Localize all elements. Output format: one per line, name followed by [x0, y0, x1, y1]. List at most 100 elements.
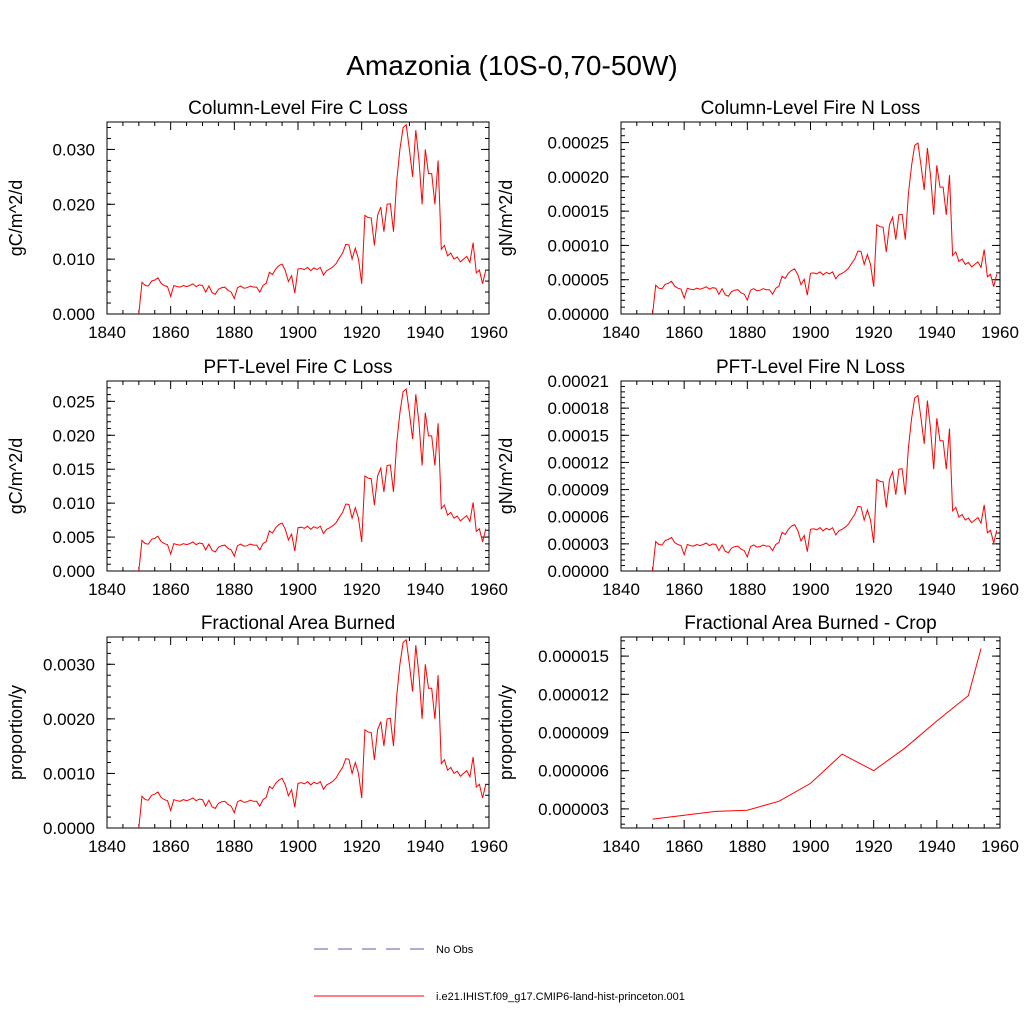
- x-tick-label: 1940: [406, 837, 444, 856]
- x-tick-label: 1900: [792, 837, 830, 856]
- x-tick-label: 1900: [792, 580, 830, 599]
- x-tick-label: 1900: [279, 323, 317, 342]
- y-tick-label: 0.00000: [548, 305, 609, 324]
- y-tick-label: 0.00020: [548, 168, 609, 187]
- x-tick-label: 1920: [343, 580, 381, 599]
- x-tick-label: 1880: [215, 580, 253, 599]
- x-tick-label: 1920: [855, 323, 893, 342]
- x-tick-label: 1960: [470, 837, 508, 856]
- chart-panel-4: PFT-Level Fire N Loss 1840 1860 1880 1900 192…: [496, 357, 1019, 599]
- x-tick-label: 1840: [602, 580, 640, 599]
- x-tick-label: 1860: [665, 323, 703, 342]
- x-tick-label: 1860: [152, 580, 190, 599]
- plot-frame: [106, 380, 490, 572]
- series-line: [652, 394, 998, 572]
- x-tick-label: 1960: [981, 837, 1019, 856]
- y-tick-label: 0.000015: [538, 647, 609, 666]
- y-axis-label: gN/m^2/d: [496, 180, 516, 256]
- y-tick-label: 0.00006: [548, 508, 609, 527]
- y-tick-label: 0.000012: [538, 685, 609, 704]
- x-tick-label: 1880: [728, 837, 766, 856]
- series-line: [138, 123, 487, 315]
- y-axis-label: gC/m^2/d: [6, 180, 26, 256]
- panel-title: PFT-Level Fire C Loss: [204, 357, 393, 378]
- y-tick-label: 0.0000: [43, 819, 95, 838]
- chart-panel-1: Column-Level Fire C Loss 1840 1860 1880 1900…: [6, 98, 508, 342]
- y-tick-label: 0.00010: [548, 236, 609, 255]
- y-tick-label: 0.00009: [548, 481, 609, 500]
- series-line: [138, 638, 487, 829]
- y-tick-label: 0.010: [52, 250, 95, 269]
- y-tick-label: 0.000: [52, 562, 95, 581]
- panel-title: Fractional Area Burned: [201, 613, 395, 634]
- y-tick-label: 0.0030: [43, 655, 95, 674]
- plot-frame: [620, 380, 1001, 572]
- y-tick-label: 0.025: [52, 392, 95, 411]
- x-tick-label: 1940: [918, 837, 956, 856]
- plot-frame: [620, 636, 1001, 829]
- y-tick-label: 0.00025: [548, 134, 609, 153]
- x-tick-label: 1880: [215, 323, 253, 342]
- x-tick-label: 1860: [152, 323, 190, 342]
- legend-label-no-obs: No Obs: [436, 944, 474, 956]
- y-tick-label: 0.030: [52, 140, 95, 159]
- x-tick-label: 1880: [728, 580, 766, 599]
- x-tick-label: 1860: [665, 837, 703, 856]
- y-tick-label: 0.000006: [538, 762, 609, 781]
- x-tick-label: 1880: [728, 323, 766, 342]
- y-tick-label: 0.000: [52, 305, 95, 324]
- panel-title: Fractional Area Burned - Crop: [684, 613, 936, 634]
- y-tick-label: 0.000003: [538, 800, 609, 819]
- y-tick-label: 0.00015: [548, 202, 609, 221]
- y-tick-label: 0.00015: [548, 426, 609, 445]
- y-axis-label: gN/m^2/d: [496, 438, 516, 514]
- x-tick-label: 1880: [215, 837, 253, 856]
- x-tick-label: 1900: [279, 580, 317, 599]
- x-tick-label: 1960: [470, 580, 508, 599]
- plot-frame: [620, 121, 1001, 315]
- x-tick-label: 1840: [88, 837, 126, 856]
- series-line: [652, 648, 982, 820]
- y-tick-label: 0.00021: [548, 372, 609, 391]
- y-tick-label: 0.00012: [548, 453, 609, 472]
- y-tick-label: 0.015: [52, 460, 95, 479]
- x-tick-label: 1960: [981, 323, 1019, 342]
- x-tick-label: 1840: [88, 323, 126, 342]
- x-tick-label: 1840: [602, 323, 640, 342]
- x-tick-label: 1940: [406, 323, 444, 342]
- chart-panel-5: Fractional Area Burned 1840 1860 1880 1900 19…: [6, 613, 508, 856]
- legend-label-model: i.e21.IHIST.f09_g17.CMIP6-land-hist-prin…: [436, 991, 685, 1003]
- panels: Column-Level Fire C Loss 1840 1860 1880 1900…: [6, 98, 1019, 856]
- chart-panel-3: PFT-Level Fire C Loss 1840 1860 1880 1900 192…: [6, 357, 508, 599]
- y-axis-label: proportion/y: [496, 685, 516, 780]
- y-axis-label: proportion/y: [6, 685, 26, 780]
- y-tick-label: 0.0020: [43, 710, 95, 729]
- legend: No Obs i.e21.IHIST.f09_g17.CMIP6-land-hi…: [314, 944, 685, 1003]
- x-tick-label: 1940: [918, 580, 956, 599]
- x-tick-label: 1920: [855, 580, 893, 599]
- y-tick-label: 0.020: [52, 426, 95, 445]
- y-tick-label: 0.00005: [548, 271, 609, 290]
- x-tick-label: 1920: [343, 837, 381, 856]
- x-tick-label: 1940: [406, 580, 444, 599]
- panel-title: Column-Level Fire N Loss: [701, 98, 921, 119]
- x-tick-label: 1860: [152, 837, 190, 856]
- chart-panel-6: Fractional Area Burned - Crop 1840 1860 188…: [496, 613, 1019, 856]
- x-tick-label: 1840: [602, 837, 640, 856]
- y-tick-label: 0.010: [52, 494, 95, 513]
- chart-panel-2: Column-Level Fire N Loss 1840 1860 1880 1900…: [496, 98, 1019, 342]
- x-tick-label: 1920: [855, 837, 893, 856]
- y-tick-label: 0.000009: [538, 724, 609, 743]
- y-tick-label: 0.00018: [548, 399, 609, 418]
- y-axis-label: gC/m^2/d: [6, 438, 26, 514]
- y-tick-label: 0.0010: [43, 764, 95, 783]
- x-tick-label: 1900: [792, 323, 830, 342]
- x-tick-label: 1960: [981, 580, 1019, 599]
- x-tick-label: 1840: [88, 580, 126, 599]
- series-line: [138, 388, 487, 572]
- figure-title: Amazonia (10S-0,70-50W): [346, 50, 677, 81]
- y-tick-label: 0.005: [52, 528, 95, 547]
- series-line: [652, 142, 998, 315]
- panel-title: Column-Level Fire C Loss: [188, 98, 408, 119]
